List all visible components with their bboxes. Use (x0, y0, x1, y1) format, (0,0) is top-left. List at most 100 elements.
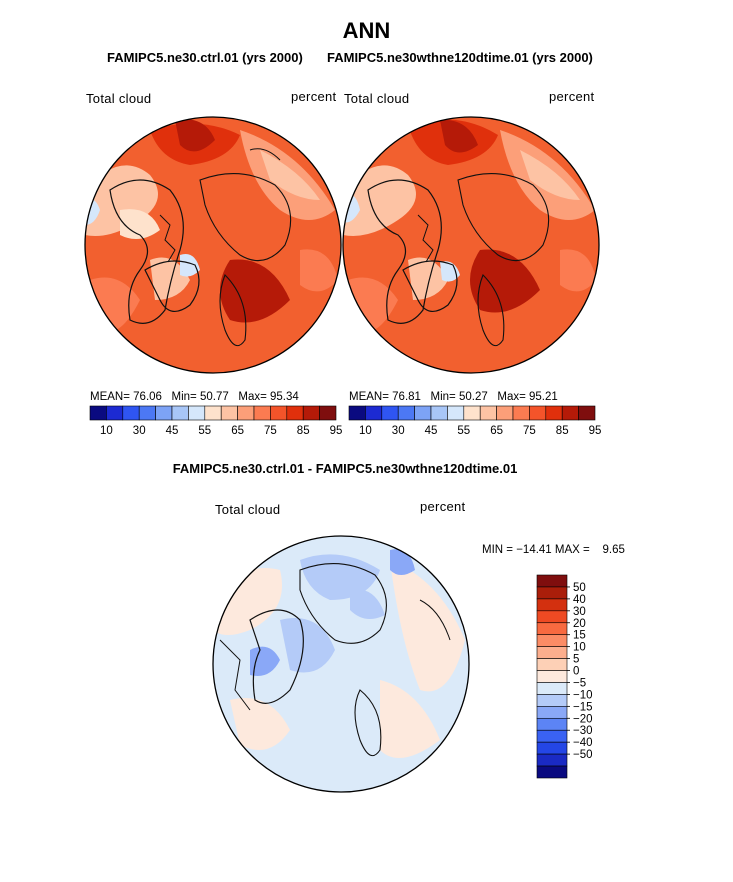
right-colorbar-swatch (479, 405, 497, 421)
diff-colorbar-swatch (536, 574, 568, 588)
diff-colorbar-tick-label: 15 (573, 630, 586, 642)
diff-colorbar-swatch (536, 717, 568, 731)
diff-colorbar-tick-label: 30 (573, 606, 586, 618)
diff-colorbar-swatch (536, 622, 568, 636)
diff-colorbar-tick-label: 10 (573, 642, 586, 654)
right-colorbar-swatch (561, 405, 579, 421)
right-mean-value: 76.81 (392, 391, 421, 403)
left-colorbar-swatch (155, 405, 173, 421)
right-min-label: Min= (430, 391, 456, 403)
diff-colorbar-tick-label: 50 (573, 582, 586, 594)
left-colorbar-swatch (253, 405, 271, 421)
diff-colorbar-tick-label: −15 (573, 701, 593, 713)
right-colorbar-tick-label: 45 (425, 425, 438, 437)
left-colorbar-tick-label: 30 (133, 425, 146, 437)
diff-stats: MIN = −14.41 MAX = 9.65 (482, 544, 625, 556)
left-colorbar-swatch (270, 405, 288, 421)
right-map-border (342, 116, 600, 374)
right-colorbar-tick-label: 85 (556, 425, 569, 437)
right-colorbar-swatch (512, 405, 530, 421)
diff-colorbar-swatch (536, 634, 568, 647)
diff-colorbar-tick-label: 40 (573, 594, 586, 606)
diff-colorbar-swatch (536, 610, 568, 624)
diff-colorbar-tick-label: −20 (573, 713, 593, 725)
diff-colorbar-swatch (536, 741, 568, 755)
diff-max-label: MAX = (554, 544, 590, 556)
left-colorbar-swatch (138, 405, 156, 421)
diff-colorbar-tick-label: −50 (573, 749, 593, 761)
right-colorbar-swatch (578, 405, 596, 421)
right-colorbar-tick-label: 10 (359, 425, 372, 437)
diff-max-value: 9.65 (602, 544, 625, 556)
left-colorbar-swatch (171, 405, 189, 421)
left-map (85, 117, 341, 373)
left-colorbar-tick-label: 95 (330, 425, 343, 437)
right-colorbar-tick-label: 95 (589, 425, 602, 437)
right-colorbar-swatch (496, 405, 514, 421)
right-colorbar-swatch (365, 405, 383, 421)
left-colorbar-swatch (89, 405, 107, 421)
diff-units-label: percent (420, 499, 466, 514)
diff-colorbar-swatch (536, 658, 568, 671)
left-colorbar-tick-label: 85 (297, 425, 310, 437)
right-colorbar-swatch (414, 405, 432, 421)
diff-colorbar-tick-label: −40 (573, 737, 593, 749)
right-colorbar-swatch (381, 405, 399, 421)
left-mean-value: 76.06 (133, 391, 162, 403)
diff-map-border (212, 535, 470, 793)
right-max-value: 95.21 (529, 391, 558, 403)
diff-colorbar-swatch (536, 670, 568, 683)
right-colorbar-tick-label: 55 (457, 425, 470, 437)
right-colorbar-tick-label: 65 (490, 425, 503, 437)
left-colorbar-swatch (286, 405, 304, 421)
left-max-value: 95.34 (270, 391, 299, 403)
left-colorbar-tick-label: 10 (100, 425, 113, 437)
left-colorbar: 10 30 45 55 65 75 85 95 (89, 405, 343, 437)
left-case-title: FAMIPC5.ne30.ctrl.01 (yrs 2000) (107, 50, 303, 65)
right-colorbar-swatch (430, 405, 448, 421)
right-colorbar-tick-label: 30 (392, 425, 405, 437)
diff-colorbar-tick-label: −30 (573, 725, 593, 737)
diff-colorbar-tick-label: 5 (573, 654, 579, 666)
left-colorbar-swatch (319, 405, 337, 421)
right-colorbar-swatch (447, 405, 465, 421)
right-stats: MEAN= 76.81 Min= 50.27 Max= 95.21 (349, 391, 558, 403)
left-stats: MEAN= 76.06 Min= 50.77 Max= 95.34 (90, 391, 299, 403)
left-colorbar-swatch (237, 405, 255, 421)
left-max-label: Max= (238, 391, 267, 403)
left-colorbar-tick-label: 75 (264, 425, 277, 437)
right-variable-label: Total cloud (344, 91, 410, 106)
diff-colorbar-tick-label: 20 (573, 618, 586, 630)
right-colorbar-swatch (463, 405, 481, 421)
right-map (343, 117, 599, 373)
left-colorbar-tick-label: 45 (166, 425, 179, 437)
right-units-label: percent (549, 89, 595, 104)
diff-colorbar-swatch (536, 706, 568, 719)
left-colorbar-swatch (302, 405, 320, 421)
right-colorbar-tick-label: 75 (523, 425, 536, 437)
left-colorbar-swatch (220, 405, 238, 421)
left-colorbar-swatch (106, 405, 124, 421)
left-colorbar-tick-label: 65 (231, 425, 244, 437)
diff-colorbar-swatch (536, 753, 568, 767)
diff-colorbar-swatch (536, 598, 568, 612)
diff-map (213, 536, 469, 792)
left-min-label: Min= (171, 391, 197, 403)
diff-min-value: −14.41 (516, 544, 552, 556)
left-variable-label: Total cloud (86, 91, 152, 106)
diff-colorbar-swatch (536, 729, 568, 743)
diff-colorbar-swatch (536, 765, 568, 779)
plot-title: ANN (342, 18, 391, 43)
diff-colorbar-swatch (536, 586, 568, 600)
left-colorbar-swatch (204, 405, 222, 421)
diff-case-title: FAMIPC5.ne30.ctrl.01 - FAMIPC5.ne30wthne… (172, 461, 518, 476)
right-min-value: 50.27 (458, 391, 488, 403)
right-max-label: Max= (497, 391, 526, 403)
right-colorbar-swatch (397, 405, 415, 421)
diff-colorbar-tick-label: −5 (573, 677, 586, 689)
diff-colorbar-tick-label: −10 (573, 689, 593, 701)
diff-min-label: MIN = (482, 544, 513, 556)
left-mean-label: MEAN= (90, 391, 130, 403)
right-case-title: FAMIPC5.ne30wthne120dtime.01 (yrs 2000) (327, 50, 593, 65)
